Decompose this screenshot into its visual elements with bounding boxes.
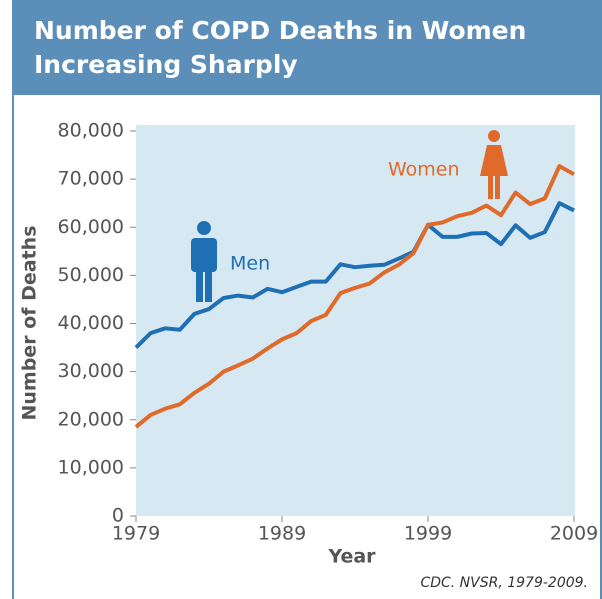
plot-area bbox=[136, 125, 575, 516]
x-tick-label: 2009 bbox=[550, 523, 598, 545]
x-tick-label: 1999 bbox=[404, 523, 452, 545]
legend-label: Men bbox=[230, 253, 270, 275]
legend-label: Women bbox=[388, 159, 460, 181]
men-icon bbox=[191, 221, 217, 302]
y-tick-label: 50,000 bbox=[58, 264, 124, 286]
x-axis-label: Year bbox=[327, 546, 376, 568]
women-icon bbox=[480, 130, 508, 199]
y-tick-label: 60,000 bbox=[58, 216, 124, 238]
chart-title: Number of COPD Deaths in Women Increasin… bbox=[14, 0, 600, 95]
y-tick-label: 0 bbox=[112, 505, 124, 527]
y-tick-label: 40,000 bbox=[58, 312, 124, 334]
source: CDC. NVSR, 1979-2009. bbox=[420, 575, 588, 591]
y-tick-label: 30,000 bbox=[58, 360, 124, 382]
line-series bbox=[134, 164, 575, 429]
frame bbox=[12, 0, 602, 599]
y-tick-label: 70,000 bbox=[58, 168, 124, 190]
y-axis-label: Number of Deaths bbox=[19, 225, 41, 420]
x-tick-label: 1989 bbox=[258, 523, 306, 545]
y-tick-label: 80,000 bbox=[58, 120, 124, 142]
line-series bbox=[134, 201, 575, 349]
y-tick-label: 20,000 bbox=[58, 408, 124, 430]
y-tick-label: 10,000 bbox=[58, 456, 124, 478]
x-tick-label: 1979 bbox=[112, 523, 160, 545]
